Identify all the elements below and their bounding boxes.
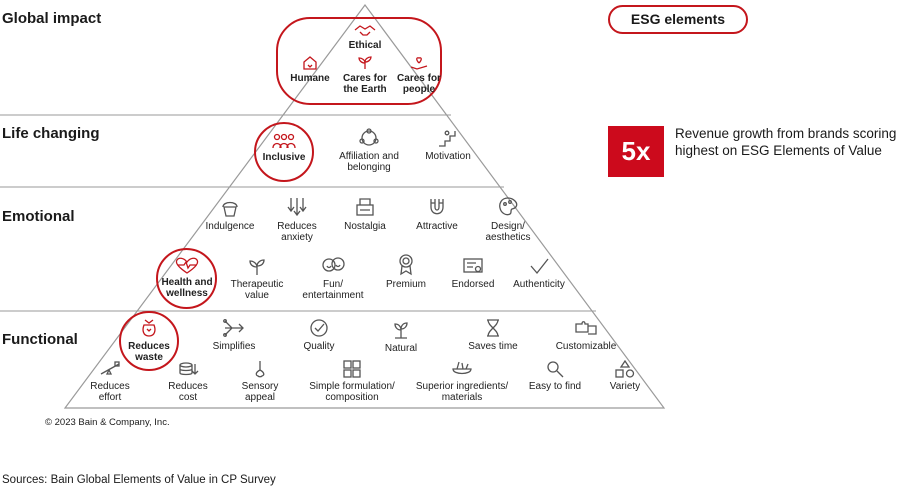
shapes-icon <box>615 360 635 378</box>
element-variety: Variety <box>598 360 652 392</box>
element-superior: Superior ingredients/ materials <box>412 360 512 403</box>
element-customizable: Customizable <box>548 318 624 352</box>
nose-icon <box>255 361 265 378</box>
element-inclusive: Inclusive <box>259 133 309 163</box>
element-reduces-anxiety: Reduces anxiety <box>268 196 326 243</box>
merge-arrows-icon <box>223 319 244 337</box>
tier-emotional: Emotional <box>2 208 75 225</box>
element-easy-find: Easy to find <box>524 360 586 392</box>
speech-smiles-icon <box>322 257 345 272</box>
element-reduces-cost: Reduces cost <box>160 360 216 403</box>
check-circle-icon <box>310 319 328 337</box>
award-ribbon-icon <box>399 254 413 276</box>
down-arrows-icon <box>287 198 307 217</box>
people-group-icon <box>272 133 296 149</box>
certificate-icon <box>463 258 483 273</box>
element-therapeutic: Therapeutic value <box>228 256 286 301</box>
tier-functional: Functional <box>2 331 78 348</box>
seedling-icon <box>394 322 408 339</box>
element-affiliation: Affiliation and belonging <box>334 128 404 173</box>
element-indulgence: Indulgence <box>200 196 260 232</box>
global-impact-esg-outline <box>276 17 442 105</box>
heart-pulse-icon <box>175 257 199 274</box>
element-health: Health and wellness <box>160 256 214 299</box>
reduces-waste-esg-outline <box>119 311 179 371</box>
element-saves-time: Saves time <box>462 318 524 352</box>
element-humane: Humane <box>288 55 332 84</box>
checkmark-icon <box>530 258 549 275</box>
stairs-climber-icon <box>439 130 456 147</box>
element-premium: Premium <box>378 252 434 290</box>
lever-icon <box>100 361 120 375</box>
coins-icon <box>179 362 199 376</box>
inclusive-esg-outline <box>254 122 314 182</box>
element-ethical: Ethical <box>340 23 390 51</box>
element-natural: Natural <box>372 318 430 354</box>
ingredients-bowl-icon <box>452 361 472 375</box>
element-motivation: Motivation <box>418 128 478 162</box>
element-endorsed: Endorsed <box>444 256 502 290</box>
hourglass-icon <box>487 319 499 337</box>
source-note: Sources: Bain Global Elements of Value i… <box>2 474 276 486</box>
stat-value-box: 5x <box>608 126 664 177</box>
circle-people-icon <box>359 128 379 146</box>
element-fun: Fun/ entertainment <box>295 256 371 301</box>
element-reduces-waste: Reduces waste <box>124 316 174 363</box>
magnifier-icon <box>547 361 564 378</box>
herb-leaves-icon <box>249 259 265 275</box>
element-simple-formulation: Simple formulation/ composition <box>304 360 400 403</box>
element-cares-earth: Cares for the Earth <box>338 55 392 95</box>
handshake-icon <box>354 25 376 36</box>
copyright-text: © 2023 Bain & Company, Inc. <box>45 417 170 428</box>
esg-legend: ESG elements <box>608 5 748 34</box>
element-attractive: Attractive <box>408 196 466 232</box>
element-nostalgia: Nostalgia <box>336 196 394 232</box>
stat-description: Revenue growth from brands scoring highe… <box>675 126 897 158</box>
typewriter-icon <box>356 198 374 216</box>
grid-squares-icon <box>343 360 361 378</box>
puzzle-pieces-icon <box>575 321 597 335</box>
hand-heart-icon <box>410 57 428 70</box>
sprout-icon <box>358 56 372 69</box>
element-sensory: Sensory appeal <box>232 360 288 403</box>
magnet-icon <box>430 199 444 215</box>
element-reduces-effort: Reduces effort <box>82 360 138 403</box>
element-quality: Quality <box>290 318 348 352</box>
trash-bag-icon <box>142 319 156 337</box>
health-esg-outline <box>156 248 217 309</box>
palette-icon <box>499 197 518 216</box>
element-simplifies: Simplifies <box>204 318 264 352</box>
element-cares-people: Cares for people <box>393 55 445 95</box>
tier-life-changing: Life changing <box>2 125 100 142</box>
tier-global-impact: Global impact <box>2 10 102 27</box>
element-authenticity: Authenticity <box>508 256 570 290</box>
element-design: Design/ aesthetics <box>478 196 538 243</box>
house-heart-icon <box>303 56 317 70</box>
cupcake-icon <box>222 201 238 217</box>
